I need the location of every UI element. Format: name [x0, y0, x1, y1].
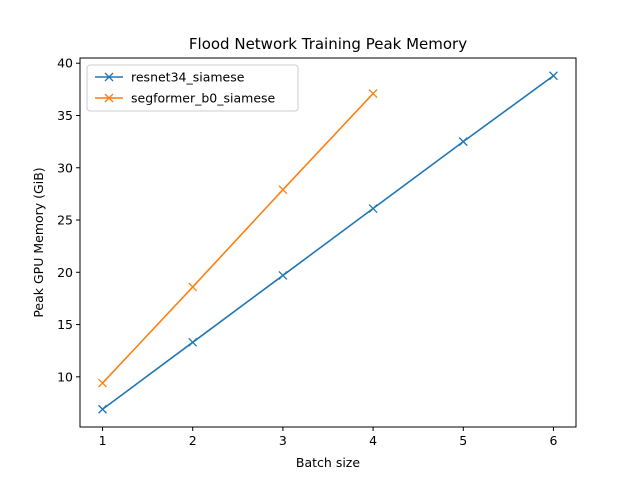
series-segformer_b0_siamese [98, 89, 378, 388]
x-tick-label: 5 [459, 433, 467, 448]
legend-marker [104, 72, 114, 82]
x-tick-label: 6 [549, 433, 557, 448]
y-tick-label: 20 [57, 265, 73, 280]
legend: resnet34_siamese segformer_b0_siamese [86, 64, 299, 112]
data-point [548, 71, 558, 81]
data-point [98, 378, 108, 388]
series-line [101, 92, 374, 384]
x-tick-label: 4 [369, 433, 377, 448]
legend-label: resnet34_siamese [131, 70, 245, 85]
x-axis-label: Batch size [296, 455, 360, 470]
x-tick-label: 2 [189, 433, 197, 448]
y-tick-label: 15 [57, 317, 73, 332]
series-line [102, 75, 554, 410]
legend-item: resnet34_siamese [95, 70, 245, 85]
data-point [188, 337, 198, 347]
data-point [98, 404, 108, 414]
y-tick-label: 25 [57, 213, 73, 228]
y-tick-label: 30 [57, 160, 73, 175]
legend-item: segformer_b0_siamese [95, 91, 276, 106]
legend-label: segformer_b0_siamese [131, 91, 276, 106]
data-point [368, 89, 378, 99]
y-tick-label: 10 [57, 369, 73, 384]
legend-box [86, 64, 299, 112]
data-point [458, 137, 468, 147]
data-point [368, 204, 378, 213]
y-tick-label: 35 [57, 108, 73, 123]
data-point [278, 185, 288, 195]
series-resnet34_siamese [98, 71, 558, 414]
data-point [188, 282, 198, 292]
legend-marker [104, 93, 114, 103]
x-tick-label: 1 [99, 433, 107, 448]
axis-ticks: 1 2 3 4 5 6 10 15 20 25 30 35 40 [57, 56, 557, 448]
y-tick-label: 40 [57, 56, 73, 71]
x-tick-label: 3 [279, 433, 287, 448]
y-axis-label: Peak GPU Memory (GiB) [31, 167, 46, 317]
axes-frame [79, 57, 577, 428]
data-point [278, 270, 288, 280]
plot-area [98, 71, 558, 414]
chart-title: Flood Network Training Peak Memory [189, 35, 467, 53]
